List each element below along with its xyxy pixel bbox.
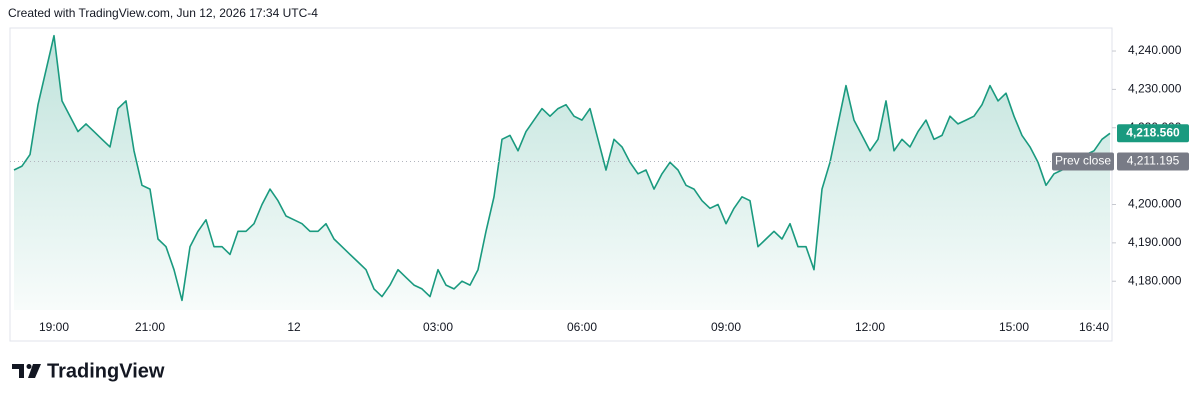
- prev-close-label: 4,211.195: [1127, 154, 1180, 168]
- plot-frame: [9, 27, 1113, 342]
- header-text: Created with TradingView.com, Jun 12, 20…: [8, 6, 318, 20]
- x-tick-label: 19:00: [39, 320, 69, 334]
- prev-close-box: [1117, 152, 1189, 171]
- last-price-label: 4,218.560: [1126, 125, 1180, 139]
- logo: TradingView: [12, 360, 165, 382]
- price-line: [13, 34, 1111, 302]
- x-tick-label: 03:00: [423, 320, 453, 334]
- area-fill: [14, 35, 1110, 310]
- x-tick-label: 09:00: [711, 320, 741, 334]
- logo-text: TradingView: [47, 360, 165, 382]
- prev-close-name: Prev close: [1055, 154, 1111, 168]
- y-tick-label: 4,230.000: [1128, 82, 1182, 96]
- x-tick-label: 16:40: [1079, 320, 1109, 334]
- logo-mark: [12, 364, 24, 378]
- y-tick-label: 4,240.000: [1128, 43, 1182, 57]
- x-tick-label: 15:00: [999, 320, 1029, 334]
- last-price-box: [1117, 124, 1189, 143]
- prev-close-tag: [1052, 152, 1114, 171]
- x-tick-label: 21:00: [135, 320, 165, 334]
- x-tick-label: 12: [287, 320, 301, 334]
- logo-mark: [28, 364, 41, 378]
- y-tick-label: 4,190.000: [1128, 235, 1182, 249]
- x-tick-label: 06:00: [567, 320, 597, 334]
- x-tick-label: 12:00: [855, 320, 885, 334]
- y-tick-label: 4,180.000: [1128, 273, 1182, 287]
- y-tick-label: 4,200.000: [1128, 197, 1182, 211]
- logo-mark: [26, 364, 32, 369]
